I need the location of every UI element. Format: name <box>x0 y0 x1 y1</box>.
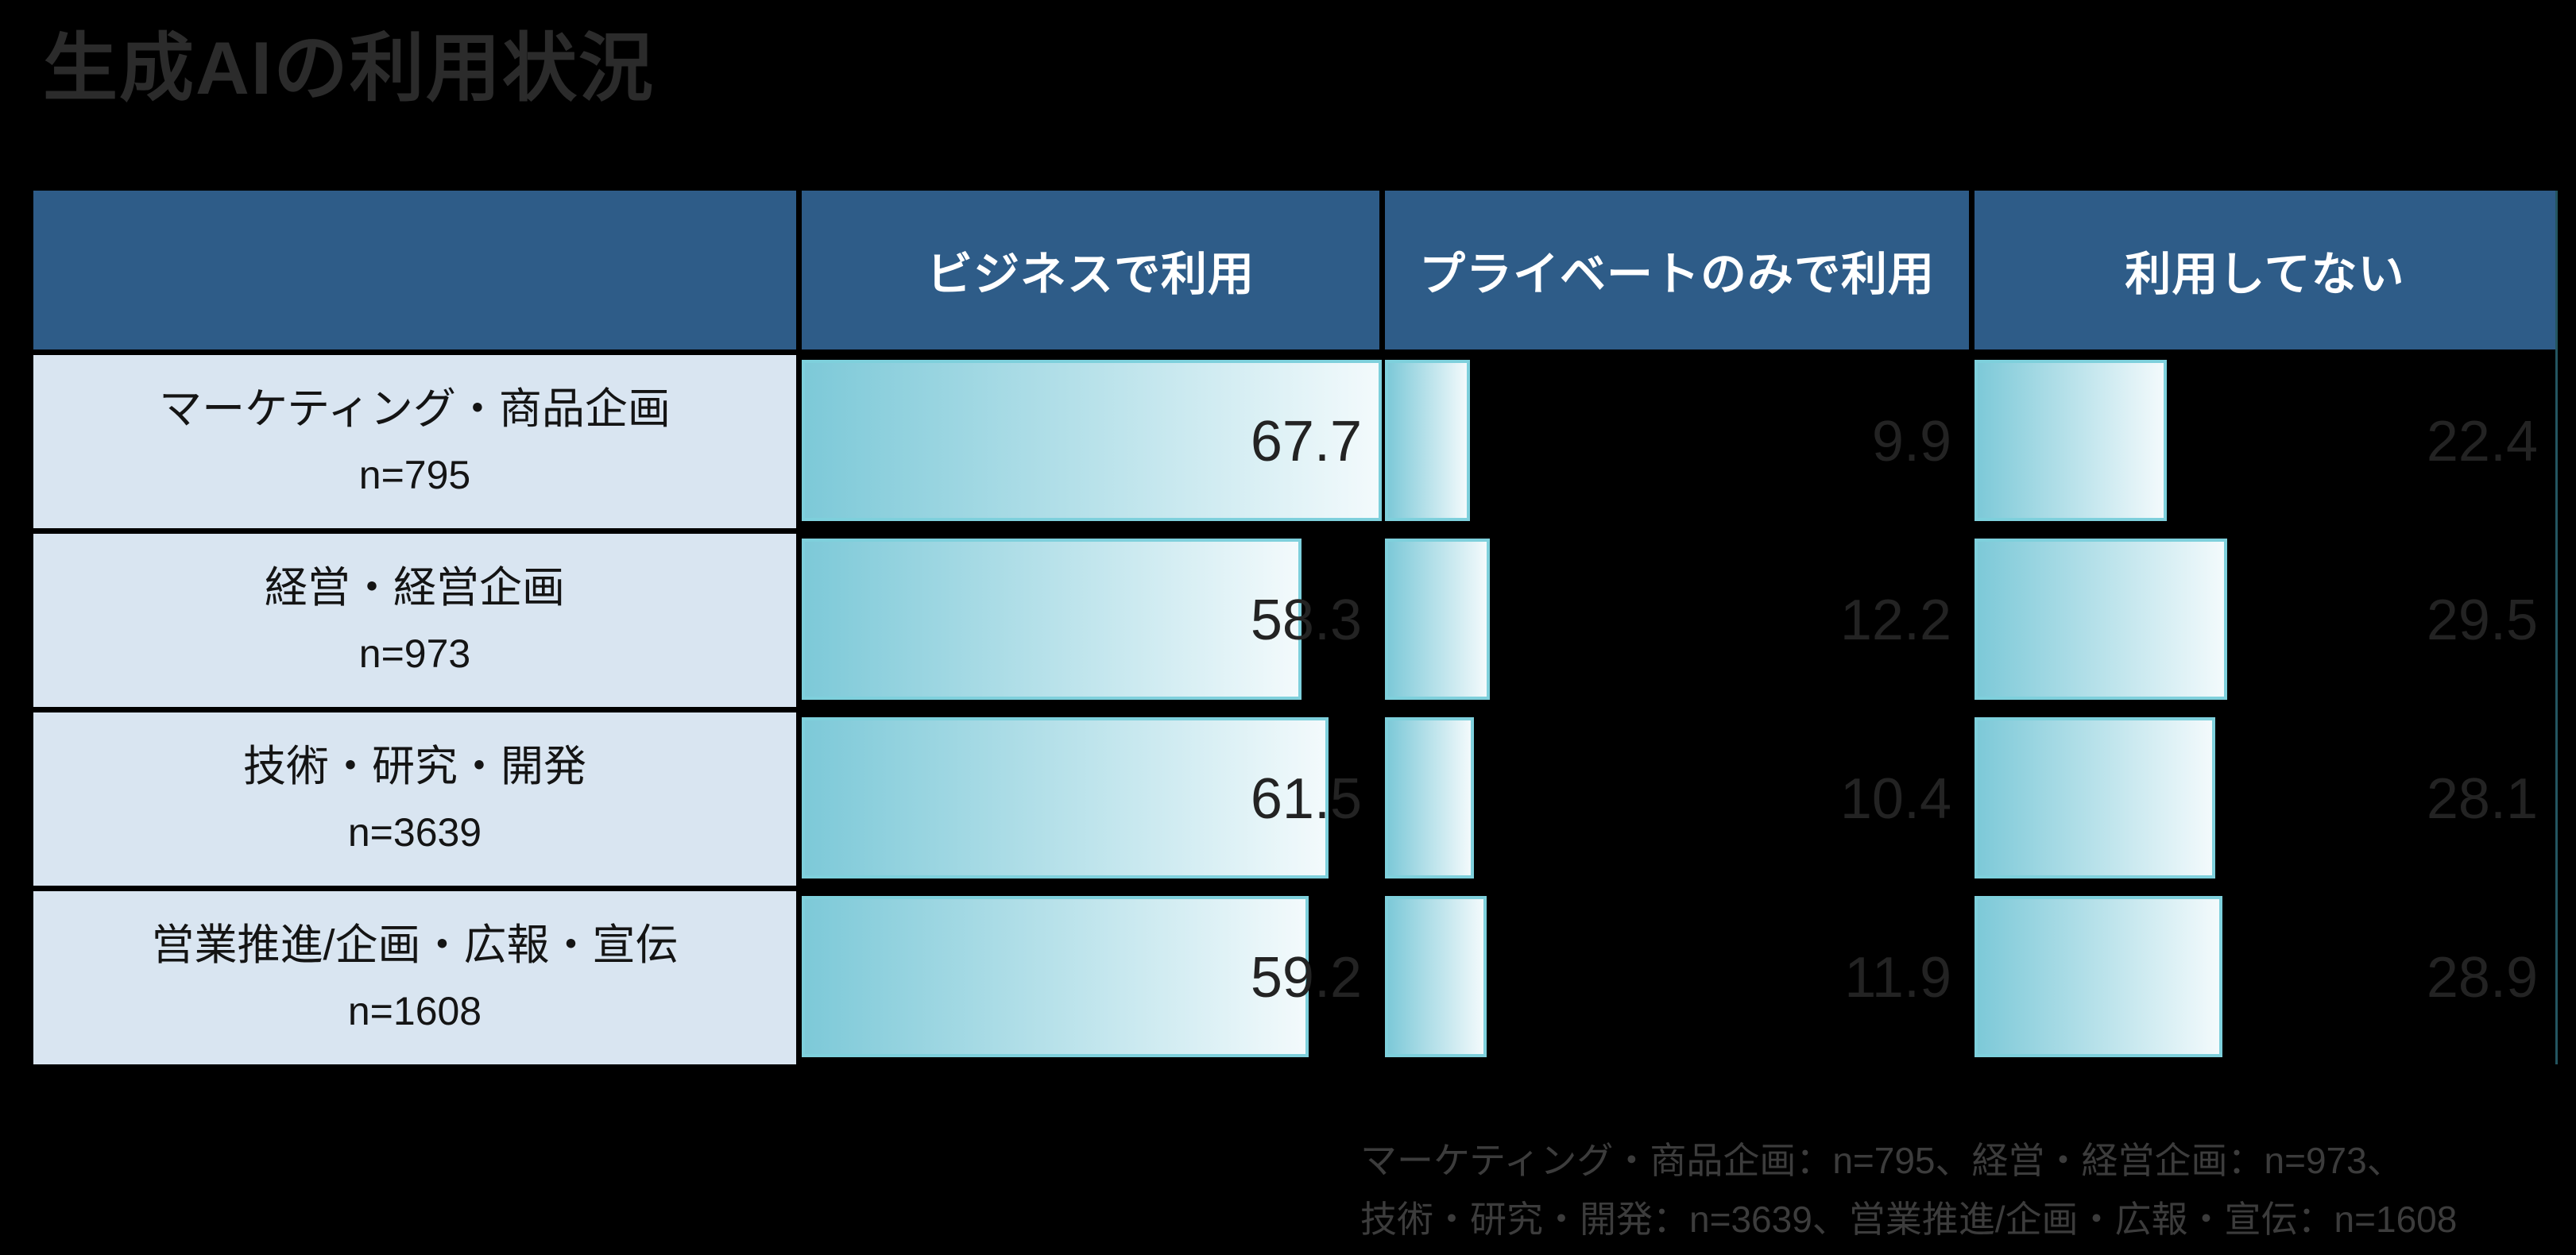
bar-cell: 10.4 <box>1385 712 1969 886</box>
bar-not-using <box>1975 896 2222 1057</box>
bar-cell: 29.5 <box>1975 534 2555 707</box>
footnote-line1: マーケティング・商品企画：n=795、経営・経営企画：n=973、 <box>1360 1140 2404 1181</box>
bar-cell: 28.1 <box>1975 712 2555 886</box>
sample-size-label: n=1608 <box>347 988 482 1033</box>
header-private-only: プライベートのみで利用 <box>1385 191 1969 349</box>
bar-business <box>802 896 1309 1057</box>
sample-size-label: n=795 <box>358 452 471 497</box>
row-label-management: 経営・経営企画 n=973 <box>33 534 796 707</box>
bar-value-label: 29.5 <box>2426 589 2538 652</box>
page-title: 生成AIの利用状況 <box>43 26 656 110</box>
sample-size-label: n=973 <box>358 631 471 676</box>
bar-value-label: 59.2 <box>1250 946 1362 1010</box>
sample-size-label: n=3639 <box>347 809 482 855</box>
bar-private-only <box>1385 360 1470 521</box>
header-corner-cell <box>33 191 796 349</box>
bar-cell: 58.3 <box>802 534 1379 707</box>
bar-value-label: 58.3 <box>1250 589 1362 652</box>
bar-value-label: 22.4 <box>2426 410 2538 473</box>
bar-cell: 12.2 <box>1385 534 1969 707</box>
bar-value-label: 28.9 <box>2426 946 2538 1010</box>
bar-private-only <box>1385 539 1490 700</box>
plot-right-border-line <box>2555 191 2558 1064</box>
footnote-line2: 技術・研究・開発：n=3639、営業推進/企画・広報・宣伝：n=1608 <box>1360 1199 2458 1240</box>
row-label-sales-pr: 営業推進/企画・広報・宣伝 n=1608 <box>33 891 796 1064</box>
usage-table: ビジネスで利用 プライベートのみで利用 利用してない マーケティング・商品企画 … <box>33 191 2555 1064</box>
category-label: 技術・研究・開発 <box>243 743 586 791</box>
bar-business <box>802 539 1302 700</box>
category-label: 営業推進/企画・広報・宣伝 <box>151 921 679 970</box>
header-business: ビジネスで利用 <box>802 191 1379 349</box>
row-label-technology: 技術・研究・開発 n=3639 <box>33 712 796 886</box>
bar-business <box>802 717 1329 878</box>
bar-cell: 67.7 <box>802 355 1382 528</box>
bar-not-using <box>1975 360 2167 521</box>
bar-business <box>802 360 1382 521</box>
bar-private-only <box>1385 717 1475 878</box>
bar-cell: 28.9 <box>1975 891 2555 1064</box>
bar-value-label: 11.9 <box>1844 946 1951 1010</box>
bar-private-only <box>1385 896 1487 1057</box>
bar-not-using <box>1975 717 2215 878</box>
bar-value-label: 12.2 <box>1839 589 1951 652</box>
footnote: マーケティング・商品企画：n=795、経営・経営企画：n=973、 技術・研究・… <box>1360 1131 2457 1249</box>
bar-value-label: 28.1 <box>2426 767 2538 831</box>
bar-cell: 61.5 <box>802 712 1379 886</box>
bar-cell: 11.9 <box>1385 891 1969 1064</box>
bar-value-label: 9.9 <box>1871 410 1951 473</box>
header-not-using: 利用してない <box>1975 191 2555 349</box>
bar-cell: 9.9 <box>1385 355 1969 528</box>
row-label-marketing: マーケティング・商品企画 n=795 <box>33 355 796 528</box>
bar-value-label: 10.4 <box>1839 767 1951 831</box>
category-label: 経営・経営企画 <box>265 564 565 612</box>
bar-value-label: 67.7 <box>1250 410 1362 473</box>
bar-cell: 22.4 <box>1975 355 2555 528</box>
bar-cell: 59.2 <box>802 891 1379 1064</box>
category-label: マーケティング・商品企画 <box>159 385 671 434</box>
bar-not-using <box>1975 539 2227 700</box>
bar-value-label: 61.5 <box>1250 767 1362 831</box>
